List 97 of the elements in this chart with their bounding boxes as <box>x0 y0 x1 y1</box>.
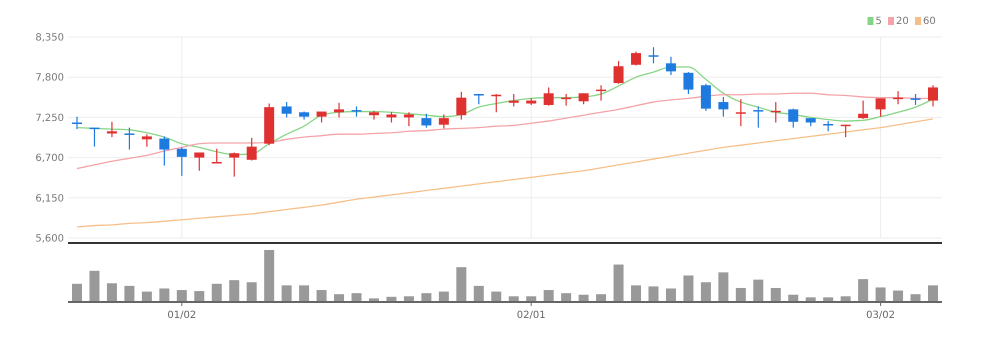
bar <box>246 282 257 302</box>
x-tick-label: 03/02 <box>866 310 896 321</box>
y-tick-label: 6,700 <box>35 153 64 164</box>
candlestick <box>736 98 746 127</box>
candlestick <box>282 101 292 118</box>
candlestick <box>893 90 904 105</box>
candlestick <box>89 127 100 148</box>
x-tick-label: 02/01 <box>516 310 546 321</box>
bar <box>282 285 292 302</box>
candlestick <box>421 113 432 128</box>
candlestick <box>246 137 257 162</box>
candlestick <box>352 106 362 118</box>
y-tick-label: 7,800 <box>35 72 64 84</box>
candlestick <box>928 84 938 108</box>
candlestick <box>631 51 642 66</box>
bar <box>614 264 624 302</box>
candlestick <box>596 84 606 102</box>
candlestick <box>334 102 344 118</box>
bar <box>299 285 310 302</box>
bar <box>718 272 728 302</box>
candlestick <box>386 112 396 124</box>
x-tick-label: 01/02 <box>167 310 196 321</box>
bar <box>858 279 868 302</box>
bar <box>910 294 921 302</box>
bar <box>474 286 484 302</box>
candlestick <box>491 93 502 113</box>
bar <box>316 290 327 302</box>
candlestick <box>683 71 694 95</box>
bar <box>928 285 938 302</box>
bar <box>438 292 449 302</box>
bar <box>159 288 170 302</box>
candlestick <box>700 83 711 112</box>
candlestick <box>788 108 798 128</box>
bar <box>683 275 694 302</box>
bar <box>421 293 432 302</box>
candlestick <box>858 100 868 120</box>
candlestick <box>770 101 781 124</box>
bar <box>176 290 187 302</box>
bar <box>544 290 554 302</box>
bar <box>648 286 658 302</box>
bar <box>456 267 466 302</box>
candlestick <box>823 120 834 132</box>
bar <box>72 284 82 302</box>
bar <box>106 283 117 302</box>
legend-label: 20 <box>896 16 909 27</box>
candlestick <box>648 46 658 64</box>
bar <box>561 293 572 302</box>
y-tick-label: 8,350 <box>35 32 64 44</box>
bar <box>124 286 134 302</box>
bar <box>194 291 204 302</box>
candlestick <box>508 93 519 108</box>
y-tick-label: 7,250 <box>35 112 64 124</box>
candlestick <box>404 112 414 127</box>
bar <box>666 288 676 302</box>
bar <box>770 288 781 302</box>
bar <box>142 292 152 302</box>
bar <box>264 250 274 302</box>
candlestick <box>561 93 572 106</box>
y-tick-label: 6,150 <box>35 193 64 204</box>
legend-label: 60 <box>923 16 936 27</box>
bar <box>736 288 746 302</box>
candlestick <box>72 116 82 130</box>
candlestick <box>614 60 624 84</box>
bar <box>876 287 886 302</box>
y-tick-label: 5,600 <box>35 234 64 244</box>
candlestick <box>876 98 886 118</box>
bar <box>352 293 362 302</box>
candlestick <box>316 110 327 124</box>
bar <box>596 294 606 302</box>
candlestick <box>229 152 240 178</box>
candlestick <box>840 124 851 138</box>
candlestick <box>910 93 921 106</box>
bar <box>491 292 502 302</box>
candlestick <box>124 127 134 150</box>
candlestick <box>159 136 170 166</box>
candlestick <box>194 152 204 172</box>
candlestick <box>106 121 117 138</box>
bar <box>212 284 222 302</box>
candlestick <box>474 93 484 105</box>
candlestick <box>666 56 676 76</box>
bar <box>700 282 711 302</box>
legend-label: 5 <box>876 16 882 27</box>
bar <box>334 294 344 302</box>
bar <box>893 290 904 302</box>
candlestick <box>753 106 764 128</box>
candlestick <box>142 134 152 148</box>
candlestick <box>212 148 222 164</box>
candlestick <box>456 91 466 120</box>
bar <box>631 285 642 302</box>
bar <box>753 280 764 302</box>
line-series <box>76 118 934 228</box>
candlestick <box>718 96 728 118</box>
candlestick <box>176 146 187 176</box>
candlestick <box>438 114 449 129</box>
candlestick <box>544 86 554 106</box>
bar <box>229 280 240 302</box>
bar <box>89 270 100 302</box>
